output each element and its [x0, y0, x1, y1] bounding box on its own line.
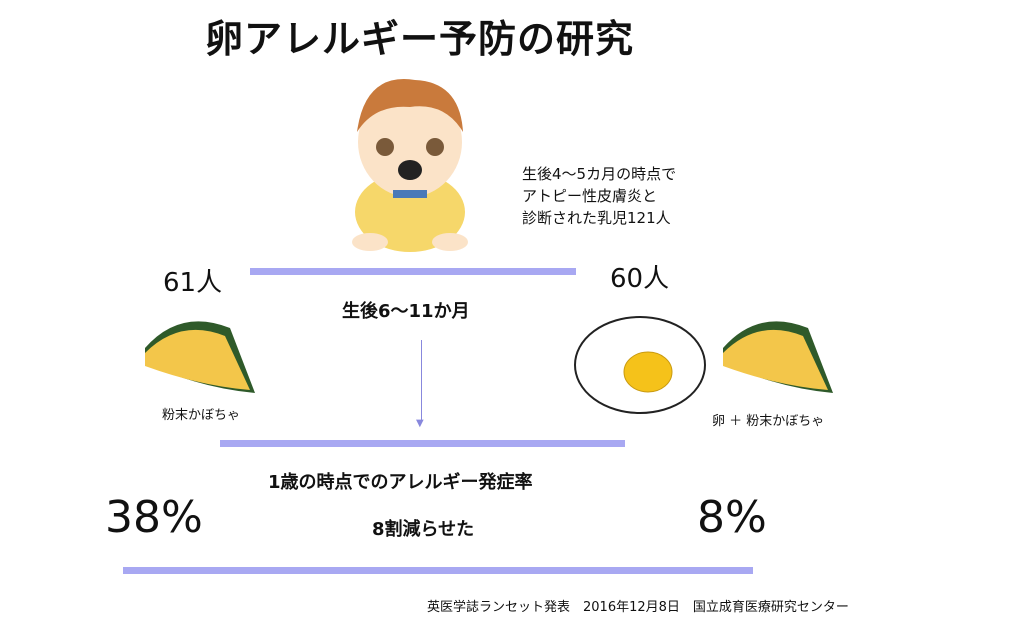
- period-label: 生後6〜11か月: [342, 301, 470, 322]
- divider-bar: [250, 268, 576, 275]
- divider-bar: [220, 440, 625, 447]
- arrow-line: [421, 340, 422, 420]
- egg-illustration: [574, 316, 706, 414]
- right-count: 60人: [610, 264, 670, 294]
- left-group-label: 粉末かぼちゃ: [162, 408, 241, 423]
- description-line: 生後4〜5カ月の時点で: [522, 165, 677, 183]
- source-note: 英医学誌ランセット発表 2016年12月8日 国立成育医療研究センター: [427, 600, 849, 615]
- pumpkin-illustration: [145, 321, 255, 393]
- pumpkin-illustration: [723, 321, 833, 393]
- right-group-label: 卵 ＋ 粉末かぼちゃ: [712, 414, 825, 429]
- divider-bar: [123, 567, 753, 574]
- arrow-down-icon: ▼: [416, 418, 424, 429]
- reduction-label: 8割減らせた: [372, 519, 475, 540]
- left-rate: 38%: [105, 492, 203, 543]
- page-title: 卵アレルギー予防の研究: [205, 17, 635, 61]
- description-line: 診断された乳児121人: [522, 209, 671, 227]
- right-rate: 8%: [697, 492, 767, 543]
- left-count: 61人: [163, 268, 223, 298]
- study-description: 生後4〜5カ月の時点で アトピー性皮膚炎と 診断された乳児121人: [522, 163, 676, 229]
- description-line: アトピー性皮膚炎と: [522, 187, 658, 205]
- baby-illustration: [352, 79, 468, 252]
- outcome-label: 1歳の時点でのアレルギー発症率: [268, 472, 533, 493]
